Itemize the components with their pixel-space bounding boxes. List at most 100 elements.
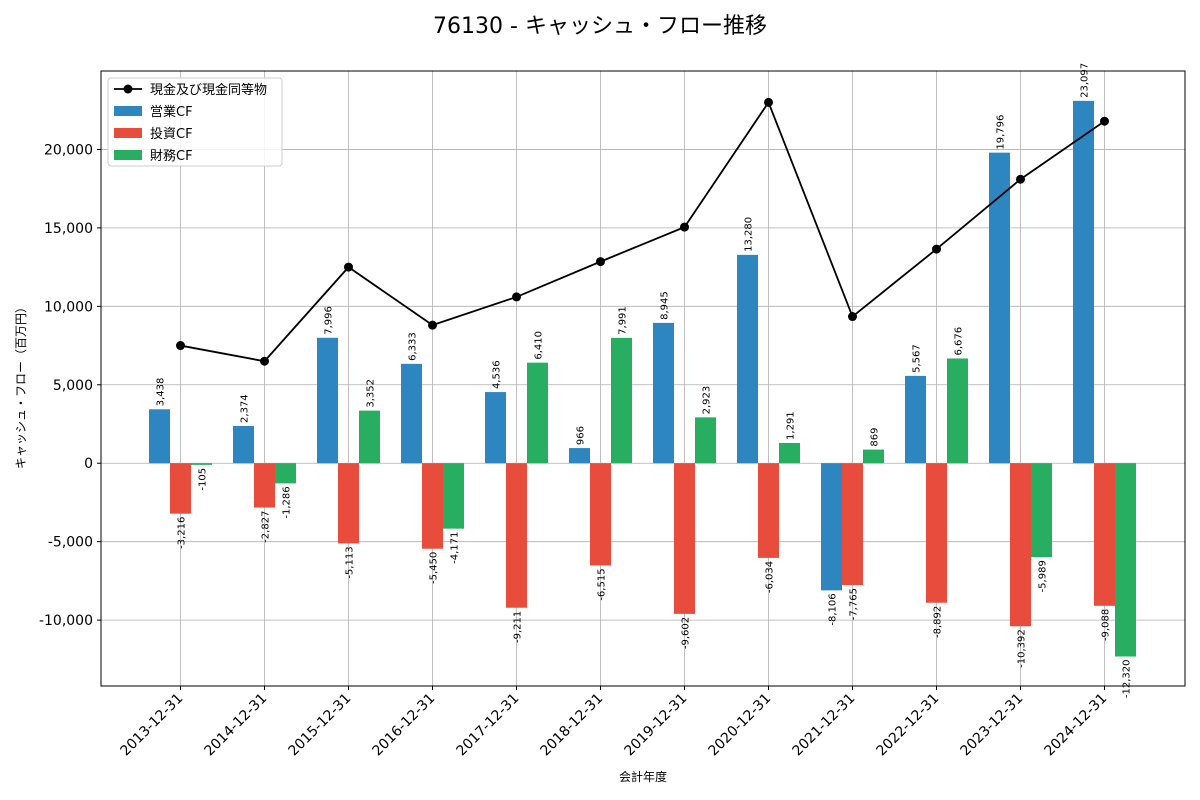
bar-投資CF bbox=[590, 463, 611, 566]
x-tick-label: 2015-12-31 bbox=[285, 691, 354, 760]
bar-営業CF bbox=[401, 363, 422, 464]
bar-投資CF bbox=[170, 463, 191, 514]
bar-value-label: -4,171 bbox=[450, 532, 461, 564]
bar-value-label: 3,438 bbox=[156, 378, 167, 407]
x-tick-label: 2020-12-31 bbox=[705, 691, 774, 760]
bar-value-label: -9,088 bbox=[1101, 609, 1112, 641]
bar-value-label: -5,989 bbox=[1038, 560, 1049, 592]
bar-value-label: 2,374 bbox=[240, 394, 251, 423]
legend-swatch bbox=[114, 150, 142, 160]
cash-point bbox=[1016, 174, 1025, 184]
bar-value-label: -9,602 bbox=[681, 617, 692, 649]
bar-営業CF bbox=[905, 375, 926, 464]
cash-point bbox=[764, 97, 773, 107]
bars-layer bbox=[149, 100, 1136, 657]
x-tick-label: 2016-12-31 bbox=[369, 691, 438, 760]
cash-point bbox=[260, 356, 269, 366]
x-tick-label: 2017-12-31 bbox=[453, 691, 522, 760]
cash-point bbox=[512, 292, 521, 302]
bar-投資CF bbox=[842, 463, 863, 586]
bar-value-label: -6,515 bbox=[597, 568, 608, 600]
bar-value-label: 8,945 bbox=[660, 291, 671, 320]
bar-営業CF bbox=[737, 254, 758, 464]
line-layer bbox=[176, 97, 1109, 366]
y-tick-label: 5,000 bbox=[53, 378, 93, 394]
bar-投資CF bbox=[758, 463, 779, 558]
bar-value-label: -8,106 bbox=[828, 593, 839, 625]
bar-value-label: -9,211 bbox=[513, 611, 524, 643]
bar-value-label: 13,280 bbox=[744, 217, 755, 252]
cash-point bbox=[176, 341, 185, 351]
cash-line bbox=[180, 100, 1106, 363]
legend-swatch bbox=[114, 128, 142, 138]
plot-frame bbox=[100, 70, 1186, 687]
bar-value-label: 7,996 bbox=[324, 306, 335, 335]
bar-財務CF bbox=[779, 442, 800, 464]
bar-value-label: 6,410 bbox=[534, 331, 545, 360]
bar-営業CF bbox=[569, 448, 590, 464]
bar-財務CF bbox=[359, 410, 380, 464]
bar-財務CF bbox=[275, 463, 296, 484]
bar-財務CF bbox=[695, 417, 716, 464]
bar-投資CF bbox=[254, 463, 275, 508]
bar-投資CF bbox=[338, 463, 359, 544]
bar-value-label: 4,536 bbox=[492, 360, 503, 389]
bar-投資CF bbox=[926, 463, 947, 603]
cash-point bbox=[596, 257, 605, 267]
bar-value-label: 6,333 bbox=[408, 332, 419, 361]
bar-営業CF bbox=[149, 409, 170, 464]
y-tick-label: 15,000 bbox=[44, 221, 93, 237]
bar-value-label: 5,567 bbox=[912, 344, 923, 373]
y-tick-label: -5,000 bbox=[48, 535, 93, 551]
bar-投資CF bbox=[506, 463, 527, 608]
x-tick-label: 2023-12-31 bbox=[957, 691, 1026, 760]
x-tick-label: 2024-12-31 bbox=[1041, 691, 1110, 760]
x-axis-label: 会計年度 bbox=[619, 769, 667, 784]
legend-box bbox=[107, 77, 283, 167]
bar-value-label: 23,097 bbox=[1080, 63, 1091, 98]
bar-財務CF bbox=[1031, 463, 1052, 558]
bar-営業CF bbox=[989, 152, 1010, 464]
bar-営業CF bbox=[485, 392, 506, 464]
bar-value-label: 2,923 bbox=[702, 386, 713, 415]
legend-label: 現金及び現金同等物 bbox=[150, 82, 267, 98]
bar-value-label: -12,320 bbox=[1122, 660, 1133, 699]
data-labels-layer: 3,438 2,374 7,996 6,333 4,536 966 8,945 13,280 -… bbox=[156, 63, 1133, 698]
bar-財務CF bbox=[443, 463, 464, 529]
x-tick-label: 2014-12-31 bbox=[201, 691, 270, 760]
bar-value-label: 869 bbox=[870, 427, 881, 446]
bar-財務CF bbox=[947, 358, 968, 464]
legend-label: 投資CF bbox=[150, 126, 193, 142]
bar-value-label: -2,827 bbox=[261, 511, 272, 543]
bar-value-label: -5,113 bbox=[345, 546, 356, 578]
bar-value-label: 7,991 bbox=[618, 306, 629, 335]
bar-財務CF bbox=[611, 337, 632, 464]
bar-value-label: -1,286 bbox=[282, 486, 293, 518]
bar-投資CF bbox=[422, 463, 443, 549]
cash-point bbox=[1100, 116, 1109, 126]
bar-value-label: -8,892 bbox=[933, 606, 944, 638]
legend-marker bbox=[123, 84, 133, 94]
legend-label: 営業CF bbox=[150, 104, 193, 120]
bar-value-label: -10,392 bbox=[1017, 629, 1028, 668]
bar-営業CF bbox=[317, 337, 338, 464]
bar-財務CF bbox=[191, 463, 212, 465]
cash-point bbox=[344, 262, 353, 272]
x-tick-label: 2019-12-31 bbox=[621, 691, 690, 760]
bar-value-label: 1,291 bbox=[786, 411, 797, 440]
bar-value-label: -5,450 bbox=[429, 552, 440, 584]
bar-営業CF bbox=[653, 322, 674, 464]
bar-value-label: 19,796 bbox=[996, 115, 1007, 150]
y-tick-label: -10,000 bbox=[39, 613, 93, 629]
legend-label: 財務CF bbox=[150, 149, 193, 164]
bar-投資CF bbox=[674, 463, 695, 614]
legend-swatch bbox=[114, 106, 142, 116]
bar-財務CF bbox=[863, 449, 884, 464]
bar-value-label: 966 bbox=[576, 426, 587, 445]
y-axis-label: キャッシュ・フロー（百万円） bbox=[14, 301, 28, 469]
cash-point bbox=[848, 312, 857, 322]
chart-title: 76130 - キャッシュ・フロー推移 bbox=[433, 14, 767, 39]
y-tick-label: 0 bbox=[84, 456, 93, 472]
